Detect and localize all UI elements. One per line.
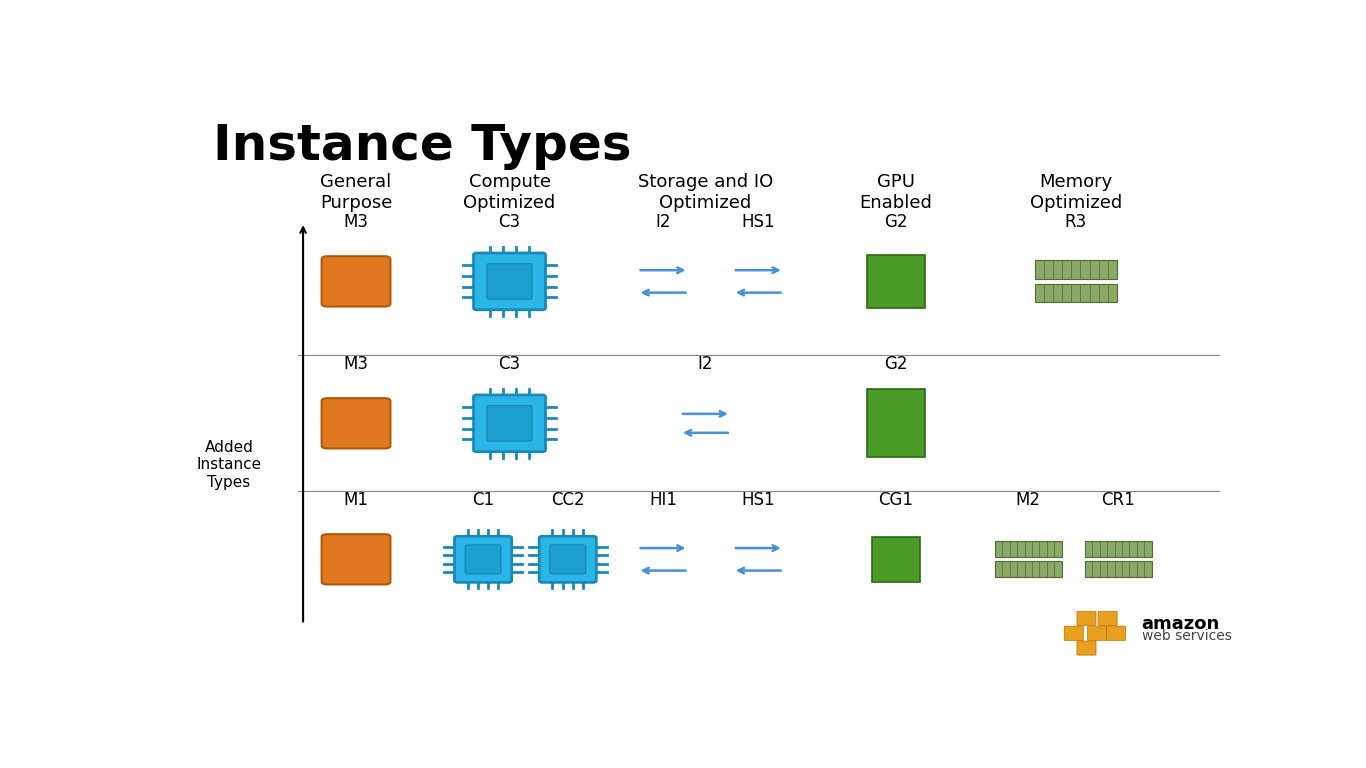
Text: amazon: amazon bbox=[1142, 615, 1220, 633]
Text: CR1: CR1 bbox=[1101, 492, 1135, 509]
FancyBboxPatch shape bbox=[540, 536, 597, 582]
Text: GPU
Enabled: GPU Enabled bbox=[859, 174, 933, 212]
Text: I2: I2 bbox=[698, 355, 713, 373]
FancyBboxPatch shape bbox=[321, 535, 391, 584]
Text: Instance Types: Instance Types bbox=[213, 121, 631, 170]
FancyBboxPatch shape bbox=[1098, 611, 1117, 626]
FancyBboxPatch shape bbox=[466, 545, 501, 574]
Bar bbox=[994, 541, 1061, 558]
FancyBboxPatch shape bbox=[1076, 611, 1096, 626]
Bar bbox=[867, 255, 925, 308]
FancyBboxPatch shape bbox=[550, 545, 586, 574]
Bar bbox=[1085, 561, 1152, 578]
Text: HS1: HS1 bbox=[742, 492, 775, 509]
FancyBboxPatch shape bbox=[1087, 626, 1106, 641]
Bar bbox=[872, 537, 919, 581]
Text: R3: R3 bbox=[1064, 214, 1087, 231]
Bar bbox=[867, 389, 925, 457]
Text: Memory
Optimized: Memory Optimized bbox=[1030, 174, 1121, 212]
Text: C3: C3 bbox=[499, 214, 520, 231]
Text: G2: G2 bbox=[884, 355, 907, 373]
Text: CC2: CC2 bbox=[550, 492, 585, 509]
Text: M1: M1 bbox=[343, 492, 369, 509]
Text: M3: M3 bbox=[343, 214, 369, 231]
FancyBboxPatch shape bbox=[455, 536, 512, 582]
Text: Added
Instance
Types: Added Instance Types bbox=[197, 440, 261, 490]
FancyBboxPatch shape bbox=[1076, 641, 1096, 655]
Bar bbox=[994, 561, 1061, 578]
Bar bbox=[1034, 260, 1117, 279]
Text: General
Purpose: General Purpose bbox=[320, 174, 392, 212]
FancyBboxPatch shape bbox=[321, 257, 391, 306]
FancyBboxPatch shape bbox=[474, 395, 545, 452]
FancyBboxPatch shape bbox=[1064, 626, 1083, 641]
FancyBboxPatch shape bbox=[488, 406, 531, 441]
FancyBboxPatch shape bbox=[321, 398, 391, 449]
FancyBboxPatch shape bbox=[488, 263, 531, 299]
FancyBboxPatch shape bbox=[1106, 626, 1126, 641]
Text: Compute
Optimized: Compute Optimized bbox=[463, 174, 556, 212]
Text: C1: C1 bbox=[473, 492, 494, 509]
Text: web services: web services bbox=[1142, 629, 1231, 643]
Text: HS1: HS1 bbox=[742, 214, 775, 231]
Bar bbox=[1034, 284, 1117, 303]
Text: I2: I2 bbox=[656, 214, 671, 231]
Bar bbox=[1085, 541, 1152, 558]
Text: M2: M2 bbox=[1016, 492, 1041, 509]
Text: G2: G2 bbox=[884, 214, 907, 231]
Text: Storage and IO
Optimized: Storage and IO Optimized bbox=[638, 174, 773, 212]
Text: C3: C3 bbox=[499, 355, 520, 373]
Text: M3: M3 bbox=[343, 355, 369, 373]
Text: CG1: CG1 bbox=[878, 492, 914, 509]
Text: HI1: HI1 bbox=[649, 492, 678, 509]
FancyBboxPatch shape bbox=[474, 253, 545, 310]
